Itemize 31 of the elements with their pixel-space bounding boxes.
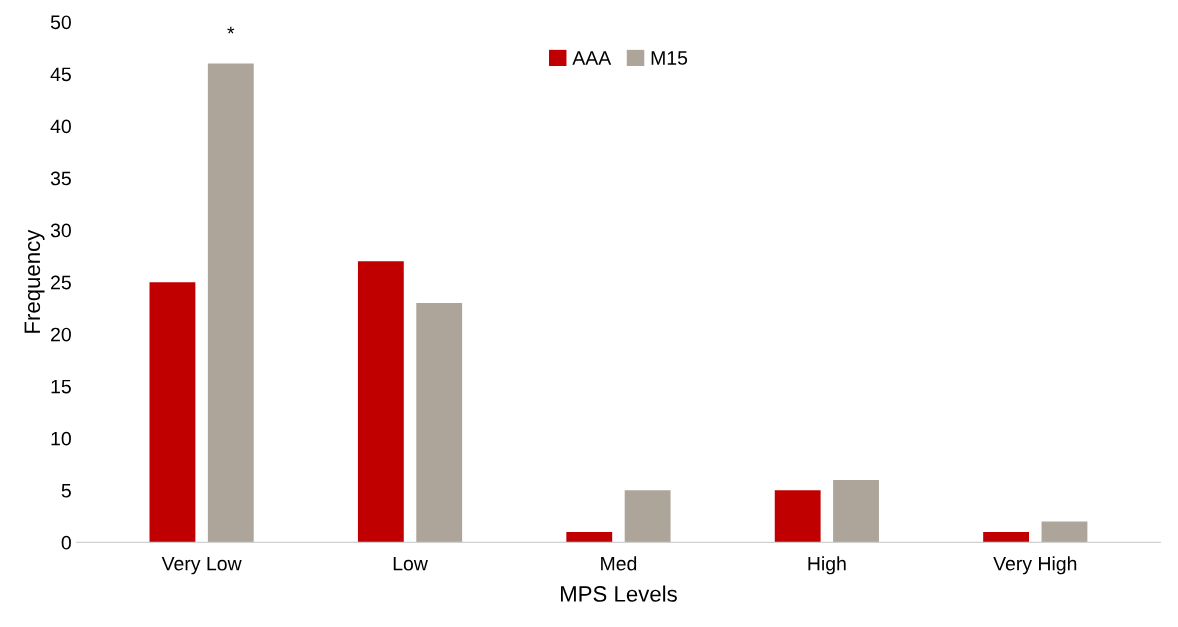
bar <box>416 302 463 543</box>
y-tick-label: 45 <box>50 67 71 82</box>
bar <box>357 261 404 543</box>
y-tick-label: 10 <box>51 431 71 446</box>
y-tick-label: 5 <box>61 483 71 498</box>
bar <box>566 531 613 543</box>
bar <box>1041 521 1088 543</box>
y-tick-label: 25 <box>51 275 71 290</box>
bar <box>624 490 671 543</box>
y-tick-label: 35 <box>50 171 71 186</box>
x-tick-label: Very High <box>993 556 1077 575</box>
annotation: * <box>227 26 235 34</box>
bar <box>207 63 254 543</box>
y-tick-label: 0 <box>61 535 71 550</box>
legend-label: AAA <box>572 51 612 65</box>
x-tick-label: Low <box>393 556 428 571</box>
y-tick-label: 20 <box>51 327 71 342</box>
y-tick-label: 30 <box>50 223 71 238</box>
bar <box>983 531 1030 543</box>
bar <box>833 479 879 543</box>
y-axis-title: Frequency <box>24 229 45 333</box>
y-tick-label: 40 <box>50 119 71 134</box>
y-tick-label: 15 <box>51 379 71 394</box>
y-tick-label: 50 <box>50 15 71 30</box>
bar <box>774 490 821 543</box>
x-tick-label: High <box>808 556 846 575</box>
x-tick-label: Med <box>601 556 637 571</box>
legend-label: M15 <box>651 51 688 65</box>
bar <box>149 282 196 543</box>
x-tick-label: Very Low <box>161 556 242 575</box>
x-axis-title: MPS Levels <box>560 585 677 602</box>
